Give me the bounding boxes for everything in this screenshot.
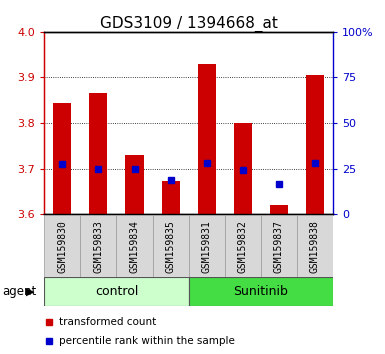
Bar	[80, 215, 116, 278]
Text: percentile rank within the sample: percentile rank within the sample	[59, 336, 234, 346]
Text: GSM159838: GSM159838	[310, 220, 320, 273]
Bar	[234, 123, 252, 214]
Bar	[306, 75, 324, 214]
Bar	[261, 215, 297, 278]
Bar	[53, 103, 71, 214]
Bar	[152, 215, 189, 278]
Text: ▶: ▶	[26, 287, 35, 297]
Bar	[126, 155, 144, 214]
Bar	[162, 181, 180, 214]
Bar	[270, 205, 288, 214]
Text: GSM159833: GSM159833	[94, 220, 104, 273]
Text: GSM159830: GSM159830	[57, 220, 67, 273]
Text: agent: agent	[2, 285, 36, 298]
Text: GSM159835: GSM159835	[166, 220, 176, 273]
Bar	[198, 64, 216, 214]
Text: GSM159834: GSM159834	[129, 220, 139, 273]
Title: GDS3109 / 1394668_at: GDS3109 / 1394668_at	[100, 16, 278, 32]
Text: GSM159831: GSM159831	[202, 220, 212, 273]
Bar	[189, 277, 333, 306]
Bar	[89, 93, 107, 214]
Text: transformed count: transformed count	[59, 318, 156, 327]
Bar	[225, 215, 261, 278]
Bar	[44, 215, 80, 278]
Bar	[297, 215, 333, 278]
Bar	[44, 277, 189, 306]
Text: GSM159832: GSM159832	[238, 220, 248, 273]
Text: GSM159837: GSM159837	[274, 220, 284, 273]
Text: control: control	[95, 285, 138, 298]
Bar	[189, 215, 225, 278]
Bar	[116, 215, 152, 278]
Text: Sunitinib: Sunitinib	[233, 285, 288, 298]
